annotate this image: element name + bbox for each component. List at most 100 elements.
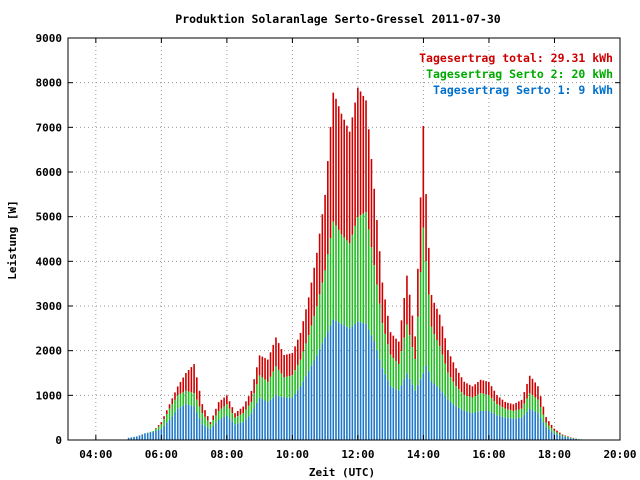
x-axis-ticks: 04:00 06:00 08:00 10:00 12:00 14:00 16:00 18:00… (79, 38, 637, 461)
bar-serto-2 (250, 402, 253, 414)
bar-total (247, 396, 250, 406)
bar-total (250, 390, 253, 403)
bar-serto-1 (288, 397, 291, 440)
bar-serto-2 (185, 390, 187, 405)
bar-total (477, 382, 479, 395)
legend-entry: Tagesertrag Serto 1: 9 kWh (433, 83, 613, 97)
bar-total (294, 346, 296, 371)
bar-serto-2 (310, 325, 313, 366)
bar-total (176, 386, 179, 396)
bar-total (313, 267, 315, 316)
bar-total (367, 129, 370, 230)
bar-serto-2 (455, 386, 457, 407)
bar-total (488, 381, 490, 396)
bar-serto-1 (239, 422, 242, 440)
bar-serto-2 (408, 335, 411, 379)
bar-total (226, 395, 228, 405)
y-axis-ticks: 0 1000 2000 3000 4000 5000 6000 7000 8000 9000 (36, 32, 620, 447)
bar-serto-2 (354, 225, 356, 324)
bar-serto-2 (493, 401, 496, 414)
bar-serto-2 (157, 426, 160, 430)
bar-serto-1 (272, 397, 275, 440)
bar-total (430, 294, 433, 327)
plot-frame (67, 37, 621, 441)
bar-serto-1 (392, 387, 395, 440)
bar-total (427, 247, 430, 295)
y-tick-label: 4000 (36, 255, 63, 268)
bar-serto-1 (485, 410, 487, 440)
bar-serto-2 (425, 261, 427, 366)
bar-serto-1 (299, 386, 302, 440)
bar-serto-1 (277, 396, 280, 440)
bar-serto-1 (539, 417, 542, 440)
bar-total (242, 406, 245, 414)
bar-serto-2 (463, 395, 466, 411)
bar-total (482, 380, 485, 394)
bar-total (187, 370, 190, 392)
bar-serto-2 (212, 419, 215, 426)
bar-serto-1 (545, 427, 547, 440)
bar-total (452, 362, 455, 382)
bar-serto-2 (302, 351, 305, 382)
bar-serto-1 (269, 399, 272, 440)
bar-serto-2 (329, 237, 332, 326)
bar-serto-1 (176, 408, 179, 440)
bar-serto-2 (526, 398, 528, 412)
bar-serto-2 (504, 408, 506, 418)
bar-serto-2 (537, 399, 539, 414)
bar-serto-2 (561, 435, 564, 437)
bar-total (457, 372, 460, 390)
bar-serto-2 (348, 243, 351, 329)
bar-total (447, 350, 449, 373)
bar-serto-1 (296, 390, 299, 440)
bar-total (310, 282, 313, 326)
bar-serto-2 (155, 428, 157, 431)
bar-serto-1 (313, 360, 315, 440)
bar-serto-1 (537, 413, 539, 440)
bar-serto-2 (294, 370, 296, 394)
bar-serto-2 (335, 225, 337, 321)
bar-serto-2 (286, 376, 288, 398)
bar-total (171, 398, 174, 405)
bar-serto-2 (204, 416, 206, 426)
bar-serto-2 (479, 393, 482, 412)
bar-total (160, 422, 163, 425)
bar-serto-2 (256, 384, 258, 403)
bar-serto-1 (471, 413, 474, 440)
bar-serto-1 (466, 411, 468, 440)
bar-serto-1 (572, 438, 575, 440)
bar-serto-1 (256, 402, 258, 440)
bar-serto-1 (575, 438, 577, 440)
bar-total (327, 161, 329, 255)
bar-serto-1 (441, 392, 444, 440)
bar-total (359, 91, 362, 216)
bar-serto-1 (155, 430, 157, 440)
bar-serto-2 (223, 406, 225, 417)
bar-serto-1 (138, 435, 141, 440)
bar-serto-1 (201, 424, 204, 440)
bar-serto-1 (291, 397, 294, 440)
bar-serto-1 (215, 422, 217, 440)
bar-serto-2 (174, 399, 176, 413)
bar-serto-1 (307, 370, 310, 440)
bar-serto-2 (321, 282, 324, 344)
bar-serto-1 (488, 410, 490, 440)
bar-serto-2 (417, 316, 419, 386)
bar-serto-2 (291, 375, 294, 398)
bar-serto-2 (488, 395, 490, 411)
bar-serto-1 (444, 395, 446, 440)
bar-total (493, 390, 496, 402)
bar-serto-1 (343, 325, 345, 440)
bar-serto-2 (269, 376, 272, 400)
bar-total (556, 430, 558, 433)
bar-total (395, 338, 397, 361)
bar-total (223, 397, 225, 407)
bar-total (400, 320, 403, 352)
bar-serto-1 (542, 422, 545, 440)
bar-total (425, 194, 427, 262)
bar-total (507, 402, 509, 410)
bar-total (553, 428, 556, 431)
bar-serto-2 (457, 389, 460, 408)
bar-serto-1 (561, 436, 564, 440)
